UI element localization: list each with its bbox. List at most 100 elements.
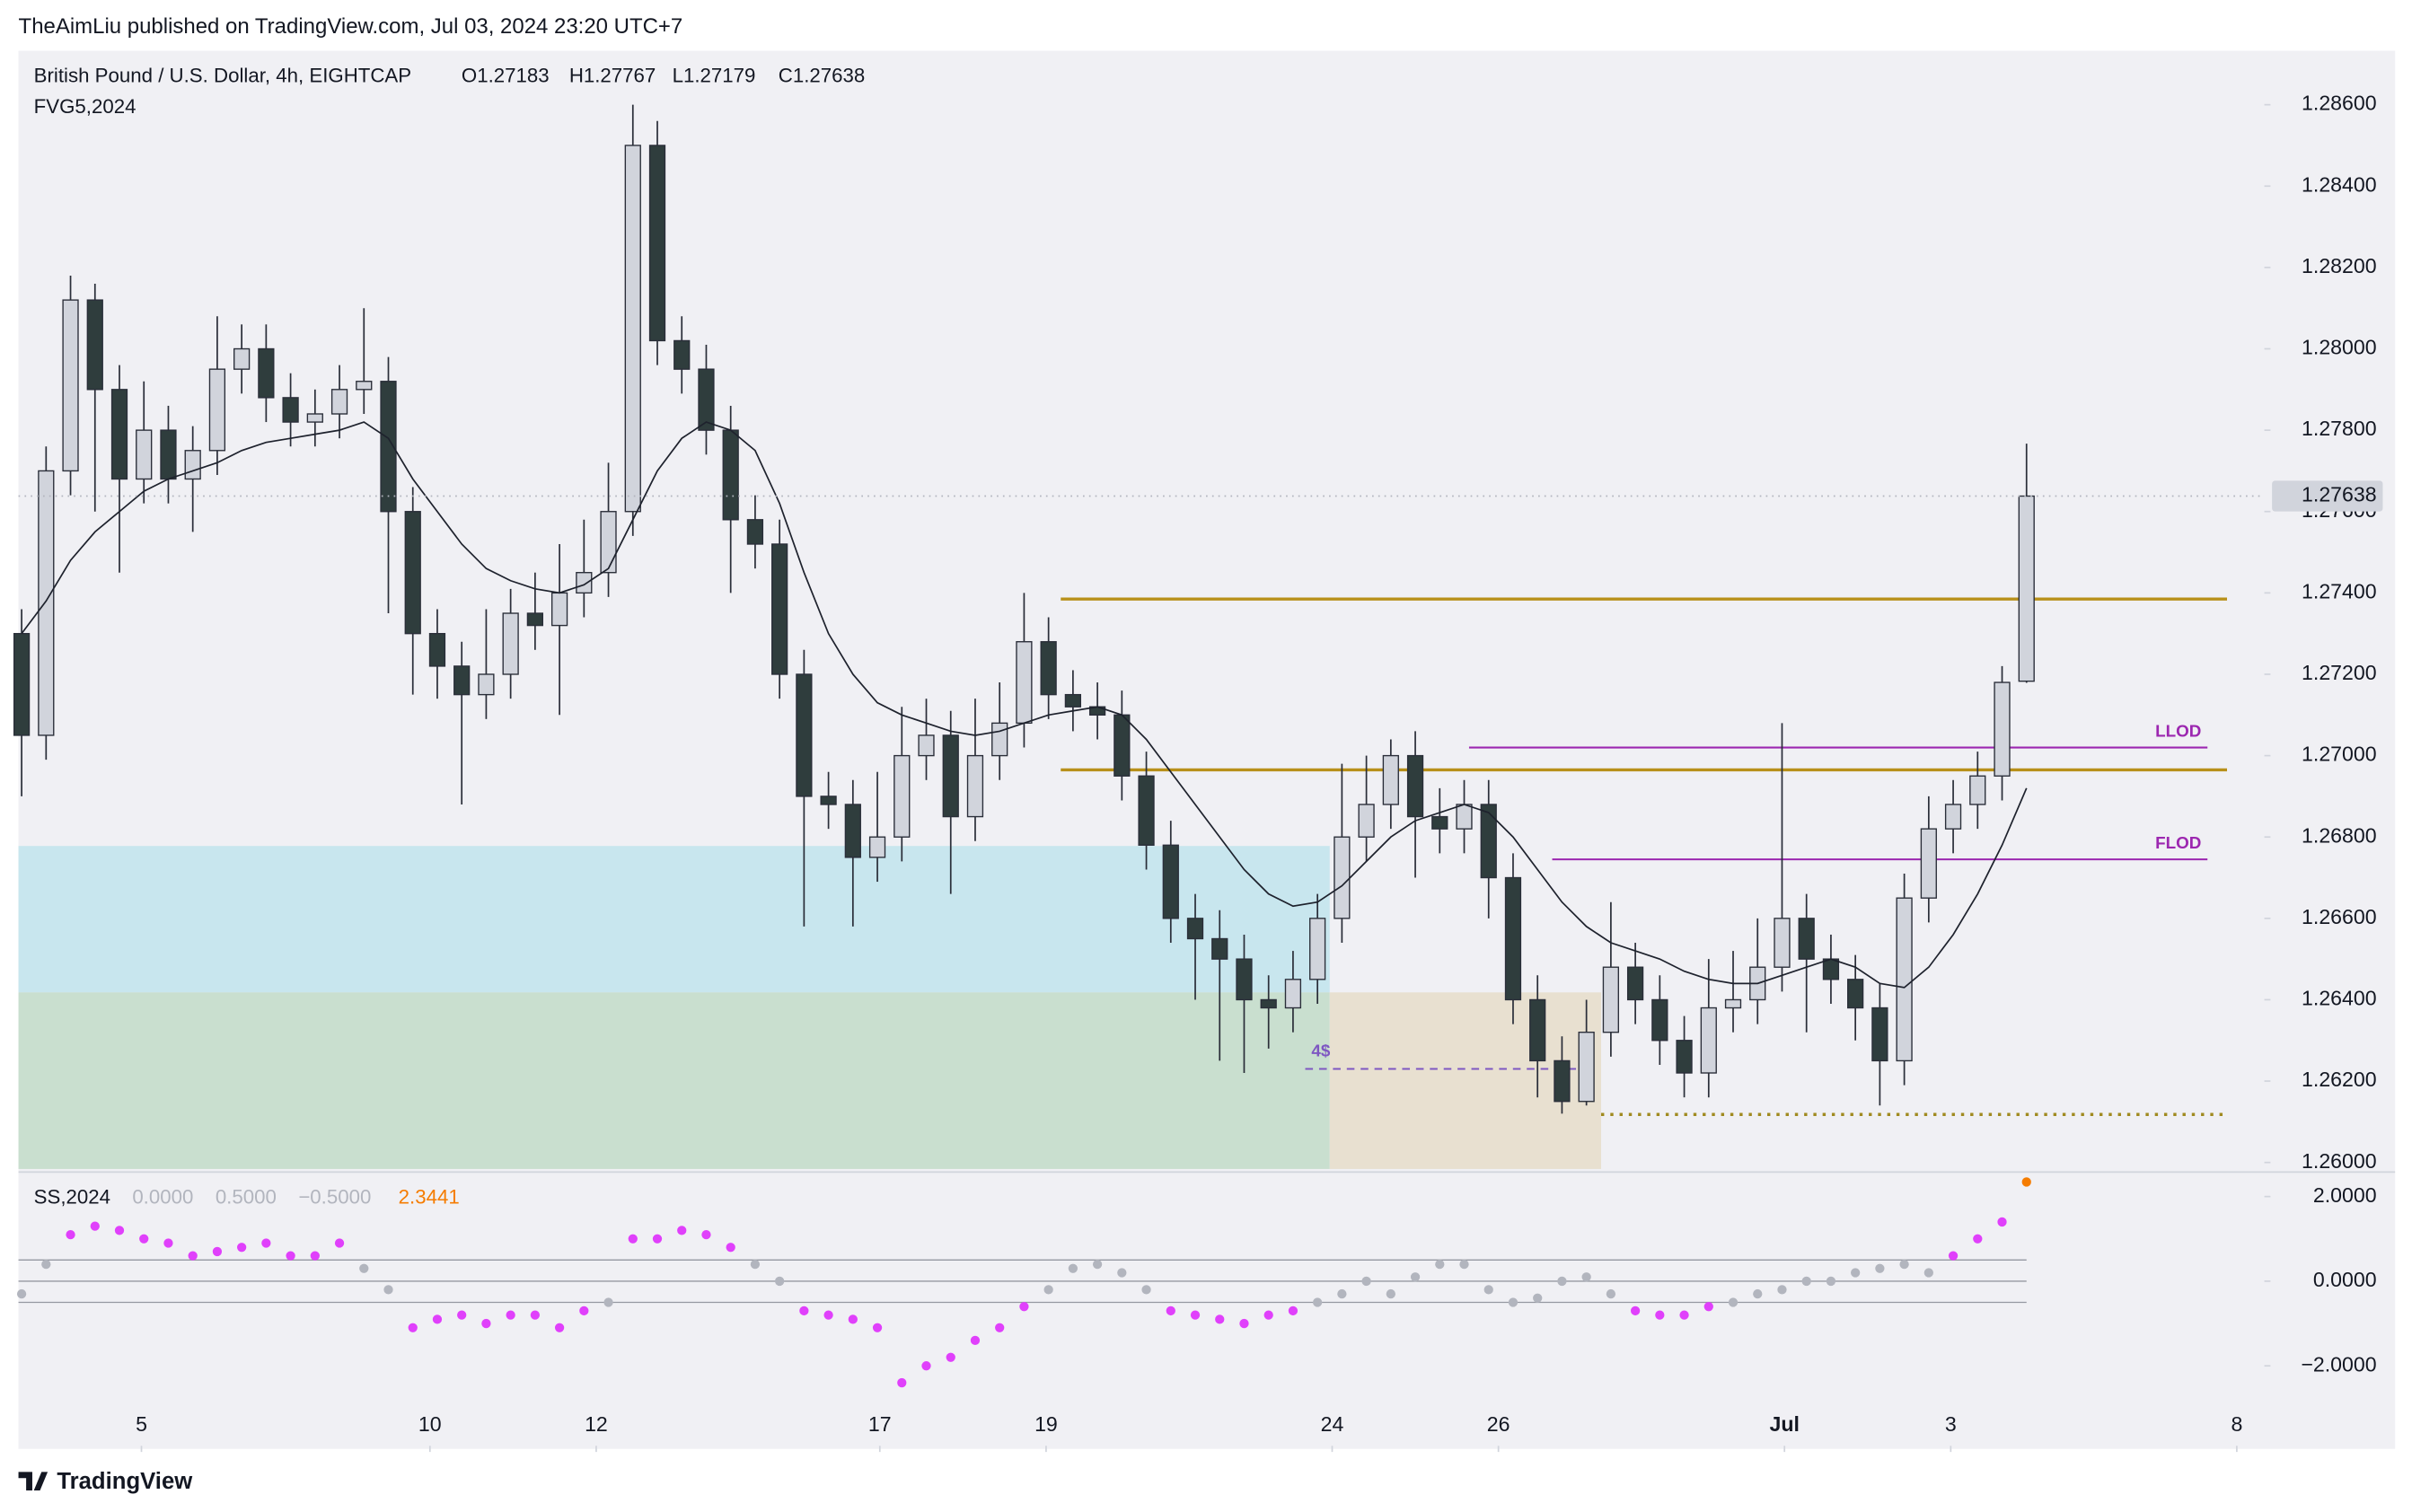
oscillator-dot xyxy=(1557,1276,1567,1287)
oscillator-dot xyxy=(1851,1268,1861,1278)
ohlc-low: L1.27179 xyxy=(673,65,756,87)
oscillator-dot xyxy=(1483,1285,1493,1295)
oscillator-dot xyxy=(1068,1263,1078,1273)
oscillator-dot xyxy=(628,1234,638,1244)
oscillator-dot xyxy=(554,1323,565,1332)
candle-body xyxy=(576,572,593,594)
oscillator-dot xyxy=(1313,1297,1323,1307)
candle-body xyxy=(380,381,397,513)
oscillator-dot xyxy=(946,1352,955,1362)
oscillator-dot xyxy=(1435,1259,1445,1270)
candle-body xyxy=(820,796,837,805)
candle-body xyxy=(306,413,323,423)
oscillator-dot xyxy=(530,1310,541,1320)
oscillator-dot xyxy=(1386,1288,1395,1299)
candle-body xyxy=(1676,1040,1693,1074)
oscillator-dot xyxy=(1826,1276,1836,1287)
candle-body xyxy=(1186,918,1204,940)
y-tick-label: 1.26600 xyxy=(2302,905,2377,928)
candle-body xyxy=(1114,714,1131,777)
candle-body xyxy=(2018,495,2035,682)
oscillator-dot xyxy=(1899,1259,1909,1270)
oscillator-dot xyxy=(1459,1259,1469,1270)
oscillator-dot xyxy=(1606,1288,1616,1299)
oscillator-dot xyxy=(506,1310,515,1320)
oscillator-dot xyxy=(1215,1314,1225,1324)
candle-body xyxy=(796,673,813,797)
indicator-name: FVG5,2024 xyxy=(34,95,136,118)
last-price-tag xyxy=(2272,480,2383,512)
x-tick-label: 24 xyxy=(1321,1412,1344,1436)
x-tick-label: Jul xyxy=(1769,1412,1799,1436)
ohlc-high: H1.27767 xyxy=(569,65,656,87)
candle-body xyxy=(1798,918,1815,960)
candle-body xyxy=(404,511,421,635)
oscillator-dot xyxy=(1997,1217,2007,1227)
oscillator-dot xyxy=(188,1251,198,1261)
y-tick-label: 1.28400 xyxy=(2302,172,2377,196)
level-label: 4$ xyxy=(1311,1042,1330,1060)
y-tick-label: 1.27800 xyxy=(2302,417,2377,440)
oscillator-dot xyxy=(1630,1305,1641,1316)
candle-body xyxy=(184,450,201,480)
candle-body xyxy=(942,734,959,818)
x-tick-label: 19 xyxy=(1034,1412,1058,1436)
y-tick-label: 1.26400 xyxy=(2302,987,2377,1010)
x-tick-label: 10 xyxy=(418,1412,442,1436)
oscillator-dot xyxy=(1190,1310,1201,1320)
candle-body xyxy=(1040,641,1057,696)
candle-body xyxy=(160,429,177,480)
oscillator-dot xyxy=(1777,1285,1787,1295)
y-tick-label: 1.26200 xyxy=(2302,1068,2377,1091)
candle-body xyxy=(550,592,568,627)
candle-body xyxy=(110,389,128,480)
candle-body xyxy=(966,754,984,818)
tradingview-logo: TradingView xyxy=(18,1469,193,1494)
candle-body xyxy=(1064,693,1081,708)
candle-body xyxy=(673,339,691,370)
candle-body xyxy=(1724,998,1742,1009)
oscillator-dot xyxy=(1801,1276,1811,1287)
oscillator-dot xyxy=(1166,1305,1175,1316)
y-tick-label: 1.26800 xyxy=(2302,823,2377,847)
x-tick-label: 5 xyxy=(136,1412,147,1436)
candle-body xyxy=(1651,998,1668,1042)
y-tick-label: 1.27400 xyxy=(2302,579,2377,602)
ohlc-close: C1.27638 xyxy=(779,65,866,87)
candle-body xyxy=(428,632,446,667)
oscillator-dot xyxy=(823,1310,833,1320)
candle-body xyxy=(356,381,373,391)
osc-legend-value: 2.3441 xyxy=(399,1185,460,1208)
candle-body xyxy=(722,429,739,521)
candle-body xyxy=(282,397,299,423)
oscillator-dot xyxy=(1361,1276,1371,1287)
candle-body xyxy=(1016,641,1033,725)
y-tick-label: 1.28600 xyxy=(2302,92,2377,115)
candle-body xyxy=(1456,804,1473,830)
x-tick-label: 8 xyxy=(2231,1412,2242,1436)
oscillator-dot xyxy=(90,1221,100,1231)
candle-body xyxy=(1822,958,1840,980)
oscillator-dot xyxy=(603,1297,613,1307)
oscillator-name: SS,2024 xyxy=(34,1185,110,1208)
oscillator-dot xyxy=(1875,1263,1885,1273)
oscillator-dot xyxy=(286,1251,295,1261)
candle-body xyxy=(991,722,1008,757)
x-tick-label: 26 xyxy=(1487,1412,1510,1436)
oscillator-dot xyxy=(1923,1268,1933,1278)
x-tick-label: 17 xyxy=(868,1412,892,1436)
oscillator-dot xyxy=(481,1318,491,1329)
oscillator-dot xyxy=(163,1238,173,1248)
candle-body xyxy=(698,368,715,431)
y-tick-label: 1.27200 xyxy=(2302,661,2377,684)
oscillator-dot xyxy=(1239,1318,1249,1329)
candle-body xyxy=(1480,804,1497,879)
oscillator-dot xyxy=(1141,1285,1151,1295)
oscillator-dot xyxy=(1533,1293,1543,1303)
oscillator-dot xyxy=(970,1335,981,1346)
candle-body xyxy=(233,347,251,370)
oscillator-dot xyxy=(457,1310,467,1320)
oscillator-dot xyxy=(1043,1285,1053,1295)
y-tick-label: 1.26000 xyxy=(2302,1149,2377,1173)
